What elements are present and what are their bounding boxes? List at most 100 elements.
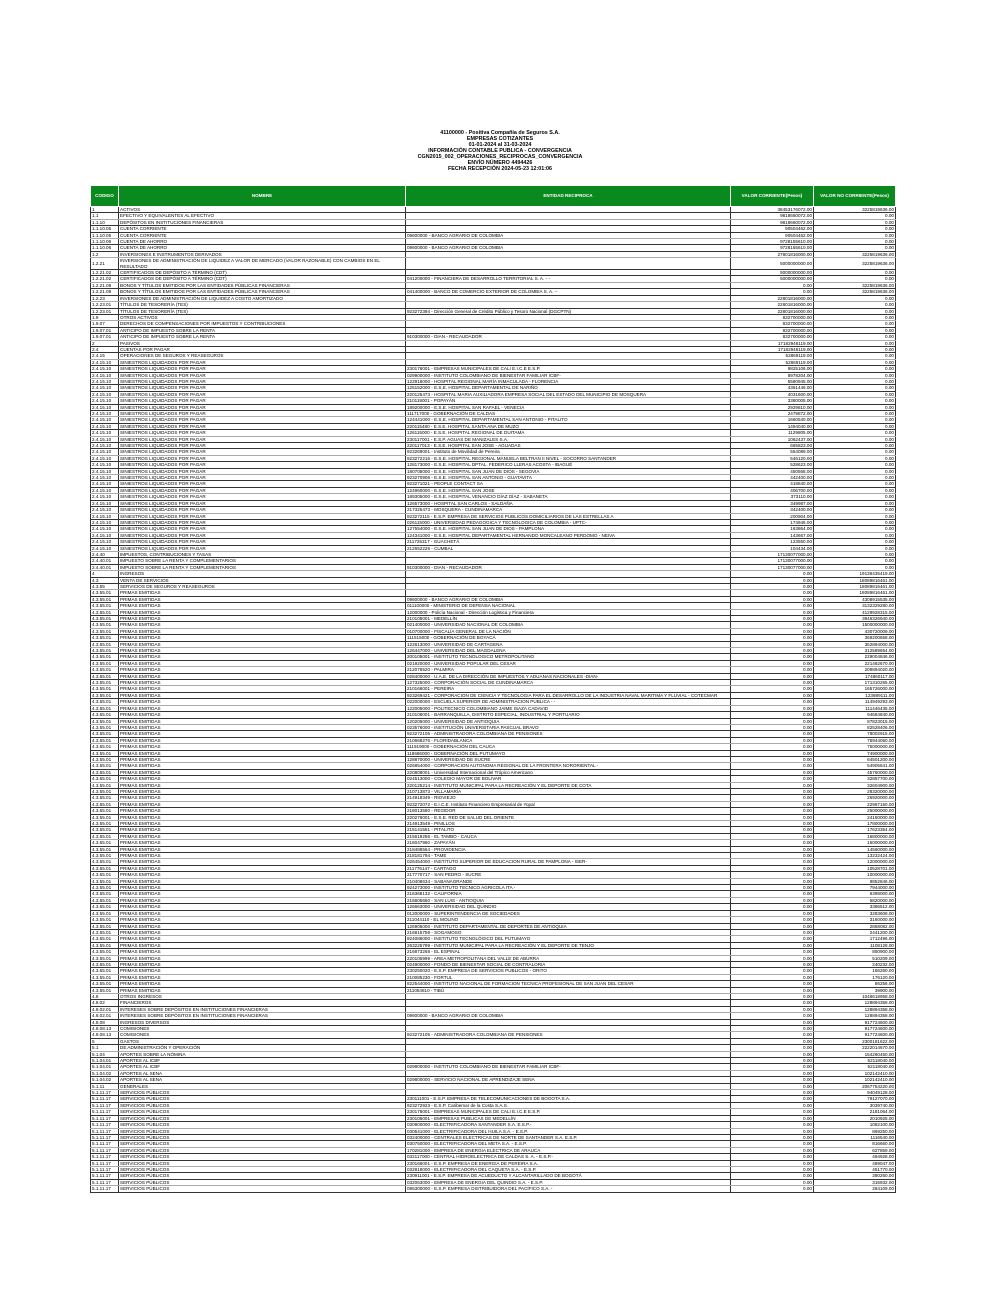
table-row: 4.3.55.01 PRIMAS EMITIDAS 211044110 - EL M… [90,916,896,924]
cell-valor-no-corriente: 2868082.00 [813,922,896,930]
cell-valor-no-corriente: 0.00 [813,544,896,552]
table-row: 4.3.55.01 PRIMAS EMITIDAS 122613000 - UNIV… [90,640,896,649]
table-row: 4.3.55.01 PRIMAS EMITIDAS 210166001 - PERE… [90,685,896,693]
cell-valor-no-corriente: 18089816461.00 [813,582,896,591]
cell-valor-no-corriente: 240232.00 [813,960,896,969]
cell-valor-no-corriente: 64501200.00 [813,755,896,764]
table-row: 4.3.55.01 PRIMAS EMITIDAS 012000000 - SUPE… [90,909,896,918]
cell-valor-no-corriente: 0.00 [813,212,896,220]
table-row: 4.3.55.01 PRIMAS EMITIDAS 022000000 - ESCU… [90,698,896,706]
table-row: 4.3 VENTA DE SERVICIOS 0.00 18089816461.00 [90,576,896,585]
cell-valor-no-corriente: 32857700.00 [813,775,896,783]
table-row: 4.3.55.01 PRIMAS EMITIDAS 923272072 - E.I.… [90,800,896,809]
table-row: 1.1.10.06 CUENTA DE AHORRO 9728155610.00 0.… [90,237,896,246]
table-row: 2.4.40.01 IMPUESTO SOBRE LA RENTA Y COMPL… [90,563,896,572]
cell-valor-no-corriente: 312589654.00 [813,646,896,655]
cell-valor-no-corriente: 229004846.00 [813,653,896,661]
table-row: 5.1.11.17 SERVICIOS PÚBLICOS 032063000 - E… [90,1178,896,1187]
table-row: 4.3.55.01 PRIMAS EMITIDAS 118686000 - GOBE… [90,749,896,757]
cell-valor-no-corriente: 2441200.00 [813,928,896,937]
report-header-line: EMPRESAS COTIZANTES [466,136,534,142]
table-row: 4.3.55.01 PRIMAS EMITIDAS 218013580 - REGI… [90,807,896,815]
cell-entidad: 095300000 - E.S.P. EMPRESA DISTRIBUIDORA… [405,1185,731,1193]
table-row: 4.3.55.01 PRIMAS EMITIDAS 923272105 - ADMI… [90,730,896,738]
cell-valor-no-corriente: 13232424.00 [813,851,896,860]
cell-valor-no-corriente: 174860117.00 [813,672,896,681]
table-row: 4.3.55.01 PRIMAS EMITIDAS 024513000 - COLE… [90,775,896,783]
cell-valor-no-corriente: 3225819636.00 [813,250,896,259]
cell-valor-corriente: 0.00 [730,1185,814,1193]
table-row: 4.3.55.01 PRIMAS EMITIDAS 010700000 - FISC… [90,627,896,636]
table-row: 1 ACTIVOS 38453176072.00 3225819636.00 [90,205,896,214]
table-row: 2.4.15.10 SINIESTROS LIQUIDADOS POR PAGAR… [90,518,896,527]
cell-valor-no-corriente: 3386512.00 [813,903,896,911]
cell-valor-no-corriente: 3946326940.00 [813,614,896,623]
cell-valor-no-corriente: 18089816461.00 [813,589,896,597]
report-header-line: CGN2015_002_OPERACIONES_RECIPROCAS_CONVE… [417,154,583,160]
cell-nombre: SERVICIOS PÚBLICOS [118,1185,406,1193]
table-row: 4.3.55 SERVICIOS DE SEGUROS Y REASEGUROS 0… [90,582,896,591]
cell-valor-no-corriente: 165726000.00 [813,685,896,693]
table-row: 4.3.55.01 PRIMAS EMITIDAS 021400000 - UNIV… [90,621,896,629]
table-row: 1.2.23.01 TÍTULOS DE TESORERÍA (TES) 92327… [90,307,896,315]
table-row: 4.3.55.01 PRIMAS EMITIDAS 021920000 - UNIV… [90,659,896,668]
table-row: 4.3.55.01 PRIMAS EMITIDAS 210105001 - MEDE… [90,614,896,623]
cell-valor-no-corriente: 3225819636.00 [813,205,896,214]
table-row: 4.3.55.01 PRIMAS EMITIDAS 026454000 - INST… [90,858,896,866]
cell-valor-no-corriente: 0.00 [813,231,896,240]
cell-valor-no-corriente: 0.00 [813,244,896,252]
reciprocal-operations-table: CODIGO NOMBRE ENTIDAD RECIPROCA VALOR CO… [90,185,896,1193]
cell-valor-no-corriente: 166260.00 [813,967,896,975]
table-row: 4.3.55.01 PRIMAS EMITIDAS 214918349 - RIOV… [90,794,896,802]
table-row: 1.2.21 INVERSIONES DE ADMINISTRACIÓN DE L… [90,257,896,271]
cell-valor-no-corriente: 10528701.00 [813,864,896,873]
report-header-line: ENVÍO NÚMERO 4494426 [467,160,533,166]
cell-valor-no-corriente: 3225819636.00 [813,257,896,271]
cell-valor-no-corriente: 12000000.00 [813,858,896,866]
table-row: 4.3.55.01 PRIMAS EMITIDAS 216047960 - ZAPA… [90,839,896,847]
cell-valor-no-corriente: 17800000.00 [813,819,896,828]
table-row: 4.3.55.01 PRIMAS EMITIDAS 024900000 - FOND… [90,960,896,969]
table-row: 4.3.55.01 PRIMAS EMITIDAS 200105001 - INST… [90,653,896,661]
cell-valor-no-corriente: 22967150.00 [813,800,896,809]
cell-valor-no-corriente: 362894000.00 [813,640,896,649]
cell-valor-no-corriente: 14560000.00 [813,845,896,854]
cell-valor-no-corriente: 3283608.00 [813,909,896,918]
table-row: 4.3.55.01 PRIMAS EMITIDAS 111919000 - GOBE… [90,743,896,751]
cell-valor-no-corriente: 510209.00 [813,954,896,962]
table-row: 4.3.55.01 PRIMAS EMITIDAS 210085230 - FORT… [90,973,896,982]
report-header: 41100000 - Positiva Compañía de Seguros … [300,130,700,172]
table-header-row: CODIGO NOMBRE ENTIDAD RECIPROCA VALOR CO… [90,185,896,207]
cell-valor-no-corriente: 45760000.00 [813,768,896,777]
table-row: 4.3.55.01 PRIMAS EMITIDAS 217770717 - SAN … [90,871,896,879]
cell-valor-no-corriente: 1046618958.00 [813,992,896,1001]
table-row: 1.1.10.05 CUENTA CORRIENTE 09600000 - BANC… [90,231,896,240]
table-row: 4.3.55.01 PRIMAS EMITIDAS 028400000 - U.A.… [90,672,896,681]
cell-valor-no-corriente: 221482670.00 [813,659,896,668]
cell-codigo: 1.2.21 [90,257,119,271]
table-row: 4.3.55.01 PRIMAS EMITIDAS 128870000 - UNIV… [90,755,896,764]
cell-valor-no-corriente: 128894358.00 [813,999,896,1007]
table-row: 1.2 INVERSIONES E INSTRUMENTOS DERIVADOS 2… [90,250,896,259]
table-row: 5.1.11.17 SERVICIOS PÚBLICOS 095300000 - E… [90,1185,896,1193]
cell-valor-no-corriente: 25000000.00 [813,807,896,815]
table-row: 1.1.10.05 CUENTA CORRIENTE 90504462.00 0.00 [90,225,896,233]
cell-valor-no-corriente: 10000000.00 [813,871,896,879]
cell-valor-no-corriente: 15000000.00 [813,839,896,847]
table-row: 4.3.55.01 PRIMAS EMITIDAS 218181794 - TAME… [90,851,896,860]
cell-valor-no-corriente: 114949293.00 [813,698,896,706]
table-row: 1.2.21.08 BONOS Y TÍTULOS EMITIDOS POR LA… [90,288,896,296]
table-row: 4.3.55.01 PRIMAS EMITIDAS 210713873 - VILL… [90,787,896,796]
report-header-line: INFORMACIÓN CONTABLE PUBLICA - CONVERGEN… [428,148,572,154]
table-row: 4.3.55.01 PRIMAS EMITIDAS 210668276 - FLOR… [90,736,896,745]
table-row: 2.4.15.10 SINIESTROS LIQUIDADOS POR PAGAR… [90,525,896,533]
table-row: 4.3.55.01 PRIMAS EMITIDAS 822544000 - INST… [90,980,896,988]
cell-valor-no-corriente: 3160000.00 [813,916,896,924]
cell-valor-no-corriente: 78002915.00 [813,730,896,738]
report-header-line: 41100000 - Positiva Compañía de Seguros … [440,130,560,136]
table-row: 4.3.55.01 PRIMAS EMITIDAS 120205000 - UNIV… [90,717,896,725]
cell-valor-no-corriente: 26920000.00 [813,794,896,802]
cell-valor-no-corriente: 111446435.00 [813,704,896,713]
table-row: 4.3.55.01 PRIMAS EMITIDAS 218488564 - PROV… [90,845,896,854]
cell-valor-no-corriente: 75944050.00 [813,736,896,745]
